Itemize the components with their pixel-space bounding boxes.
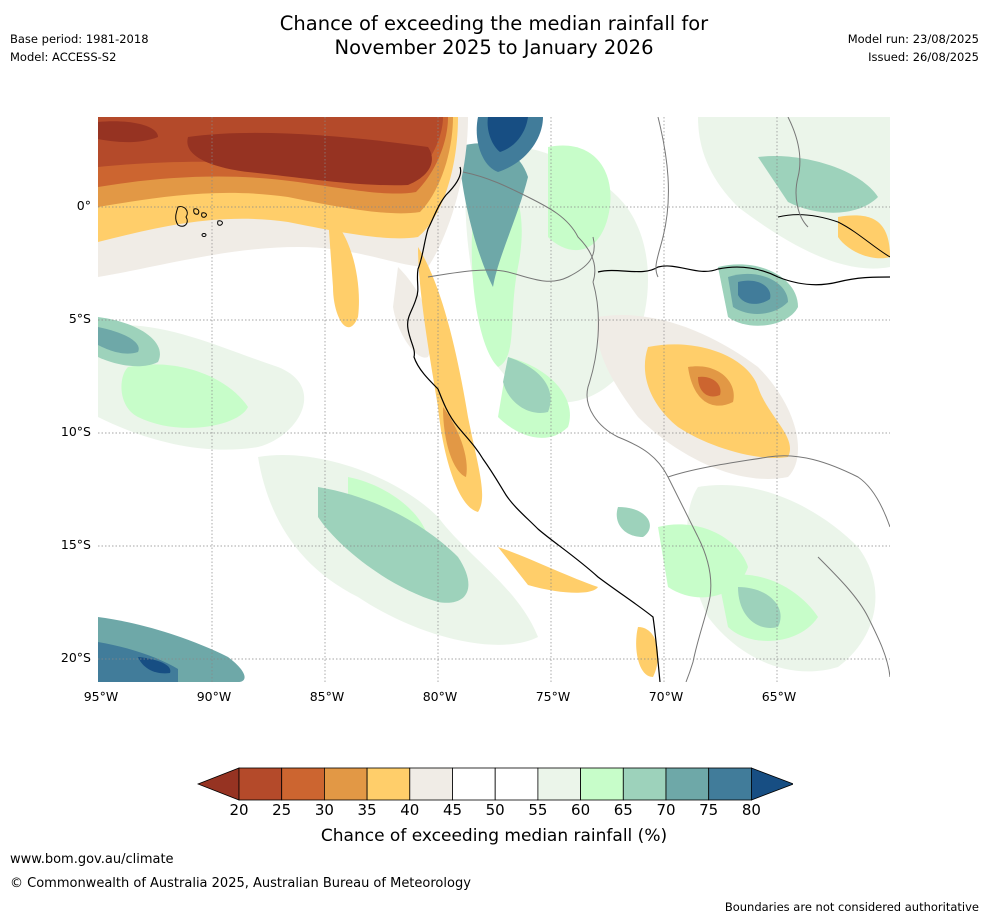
contour-60-65-a [121,364,248,428]
pacific-coastline [407,166,661,682]
lat-label: 20°S [60,650,91,665]
lat-label: 10°S [60,424,91,439]
colorbar-arrow-low [197,767,240,801]
contour-65-70-d [758,156,878,213]
colorbar-tick-label: 25 [272,801,292,819]
colorbar-segment [409,767,453,801]
lon-label: 75°W [535,689,571,704]
lon-label: 65°W [761,689,797,704]
colorbar-arrow-high [751,767,793,801]
issued-date: Issued: 26/08/2025 [868,50,979,64]
contour-above-80-north [487,117,528,152]
northeast-coast [777,214,890,258]
colorbar-segment [366,767,411,801]
colorbar-tick-label: 55 [528,801,548,819]
contour-65-70-g [616,507,650,537]
title-line-2: November 2025 to January 2026 [334,36,654,59]
colorbar-segment [324,767,368,801]
colorbar-segment [281,767,325,801]
colorbar [197,767,793,801]
colorbar-tick-label: 50 [485,801,505,819]
colorbar-tick-label: 20 [229,801,249,819]
lat-label: 5°S [68,311,91,326]
lon-label: 90°W [196,689,232,704]
website-link[interactable]: www.bom.gov.au/climate [10,852,174,867]
contour-35-40-plume [328,217,359,328]
lon-label: 95°W [83,689,119,704]
contour-70-75-andes [458,143,528,287]
contour-above-80-southwest [138,657,171,674]
boundaries-disclaimer: Boundaries are not considered authoritat… [724,900,979,914]
colorbar-segment [452,767,496,801]
contour-65-70-c [503,357,551,413]
contour-70-75-west [98,327,139,354]
contour-65-70-b [318,487,469,603]
base-period: Base period: 1981-2018 [10,32,149,46]
contour-below-20-northwest [98,121,158,143]
lat-label: 0° [76,198,91,213]
colorbar-tick-label: 30 [314,801,334,819]
colorbar-tick-label: 35 [357,801,377,819]
contour-35-40-altiplano [636,627,658,677]
contour-25-30-central [698,376,721,397]
title-line-1: Chance of exceeding the median rainfall … [279,12,709,35]
colorbar-segment [238,767,283,801]
contour-75-80-amazon [738,280,771,304]
model-run: Model run: 23/08/2025 [847,32,979,46]
colorbar-segment [494,767,539,801]
contour-60-65-c [548,145,611,251]
copyright-notice: © Commonwealth of Australia 2025, Austra… [10,876,471,891]
contour-35-40-east [838,215,890,259]
contour-40-45-coast [393,267,432,358]
colorbar-segment [665,767,710,801]
colorbar-label: Chance of exceeding median rainfall (%) [320,826,668,846]
lon-label: 70°W [648,689,684,704]
colorbar-tick-label: 45 [442,801,463,819]
colorbar-segment [708,767,752,801]
graticule [98,117,890,682]
colorbar-segment [537,767,581,801]
amazon-river-coast [597,265,890,286]
model-name: Model: ACCESS-S2 [10,50,117,64]
contour-below-20-north [187,132,432,186]
rainfall-map [98,117,890,682]
colorbar-tick-label: 75 [699,801,719,819]
country-borders [427,117,890,682]
lon-label: 80°W [422,689,458,704]
lon-label: 85°W [309,689,345,704]
contour-35-40-coastal [418,247,483,512]
colorbar-tick-label: 70 [656,801,676,819]
map-title: Chance of exceeding the median rainfall … [0,12,988,60]
colorbar-segment [622,767,667,801]
lat-label: 15°S [60,537,91,552]
galapagos-islands [175,206,223,237]
contour-65-70-f [738,587,781,628]
colorbar-segment [580,767,624,801]
colorbar-tick-label: 40 [400,801,420,819]
colorbar-tick-label: 60 [571,801,591,819]
contour-30-35-coastal [443,407,467,477]
colorbar-tick-label: 80 [741,801,761,819]
colorbar-tick-label: 65 [613,801,633,819]
contour-35-40-south [498,547,598,593]
